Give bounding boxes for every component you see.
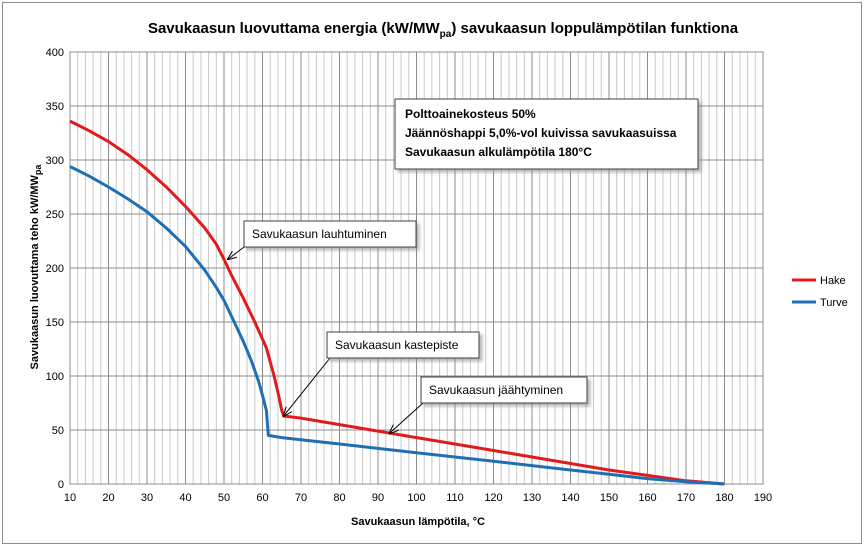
- annotation-box: [420, 376, 588, 404]
- series-line-hake: [69, 119, 725, 486]
- legend: Hake Turve: [792, 275, 848, 309]
- x-tick-label: 90: [372, 492, 384, 504]
- chart-svg: Savukaasun luovuttama energia (kW/MWpa) …: [29, 20, 848, 528]
- series-line-turve: [69, 165, 725, 486]
- info-box: Polttoainekosteus 50% Jäännöshappi 5,0%-…: [394, 98, 699, 170]
- y-tick-label: 100: [46, 371, 64, 383]
- annotation-label: Savukaasun jäähtyminen: [429, 383, 563, 397]
- y-axis-ticks: 0 50 100 150 200 250 300 350 400: [46, 47, 64, 491]
- x-tick-label: 10: [64, 492, 76, 504]
- chart-title: Savukaasun luovuttama energia (kW/MWpa) …: [148, 20, 739, 40]
- chart-frame: Savukaasun luovuttama energia (kW/MWpa) …: [2, 2, 862, 544]
- x-tick-label: 20: [102, 492, 114, 504]
- y-tick-label: 350: [46, 101, 64, 113]
- y-tick-label: 50: [52, 425, 64, 437]
- x-axis-ticks: 10 20 30 40 50 60 70 80 90 100 110 120 130 140 150 160 1…: [64, 492, 772, 504]
- x-tick-label: 60: [256, 492, 268, 504]
- y-tick-label: 250: [46, 209, 64, 221]
- legend-label-turve: Turve: [820, 297, 848, 309]
- legend-label-hake: Hake: [820, 275, 846, 287]
- x-tick-label: 140: [561, 492, 579, 504]
- annotations: Savukaasun lauhtuminen Savukaasun kastepi…: [228, 220, 588, 433]
- x-tick-label: 30: [141, 492, 153, 504]
- x-tick-label: 170: [677, 492, 695, 504]
- y-tick-label: 200: [46, 263, 64, 275]
- annotation-box: [326, 331, 480, 359]
- x-tick-label: 50: [218, 492, 230, 504]
- y-tick-label: 300: [46, 155, 64, 167]
- info-line-1: Polttoainekosteus 50%: [405, 107, 536, 121]
- annotation-arrow: [390, 402, 424, 433]
- x-tick-label: 70: [295, 492, 307, 504]
- info-line-3: Savukaasun alkulämpötila 180°C: [405, 145, 592, 159]
- annotation-arrow: [228, 246, 245, 259]
- x-tick-label: 150: [600, 492, 618, 504]
- x-axis-title: Savukaasun lämpötila, °C: [351, 516, 485, 528]
- x-tick-label: 80: [333, 492, 345, 504]
- series-lines: [69, 119, 725, 486]
- annotation-box: [243, 220, 417, 248]
- x-tick-label: 100: [407, 492, 425, 504]
- info-line-2: Jäännöshappi 5,0%-vol kuivissa savukaasu…: [405, 126, 677, 140]
- x-tick-label: 40: [179, 492, 191, 504]
- x-tick-label: 190: [754, 492, 772, 504]
- annotation-label: Savukaasun kastepiste: [335, 338, 459, 352]
- y-tick-label: 0: [58, 479, 64, 491]
- x-tick-label: 110: [446, 492, 464, 504]
- y-axis-title: Savukaasun luovuttama teho kW/MWpa: [29, 164, 43, 370]
- annotation-label: Savukaasun lauhtuminen: [252, 227, 387, 241]
- x-tick-label: 130: [523, 492, 541, 504]
- x-tick-label: 180: [715, 492, 733, 504]
- y-tick-label: 150: [46, 317, 64, 329]
- x-tick-label: 120: [484, 492, 502, 504]
- annotation-arrow: [284, 357, 331, 416]
- x-tick-label: 160: [638, 492, 656, 504]
- y-tick-label: 400: [46, 47, 64, 59]
